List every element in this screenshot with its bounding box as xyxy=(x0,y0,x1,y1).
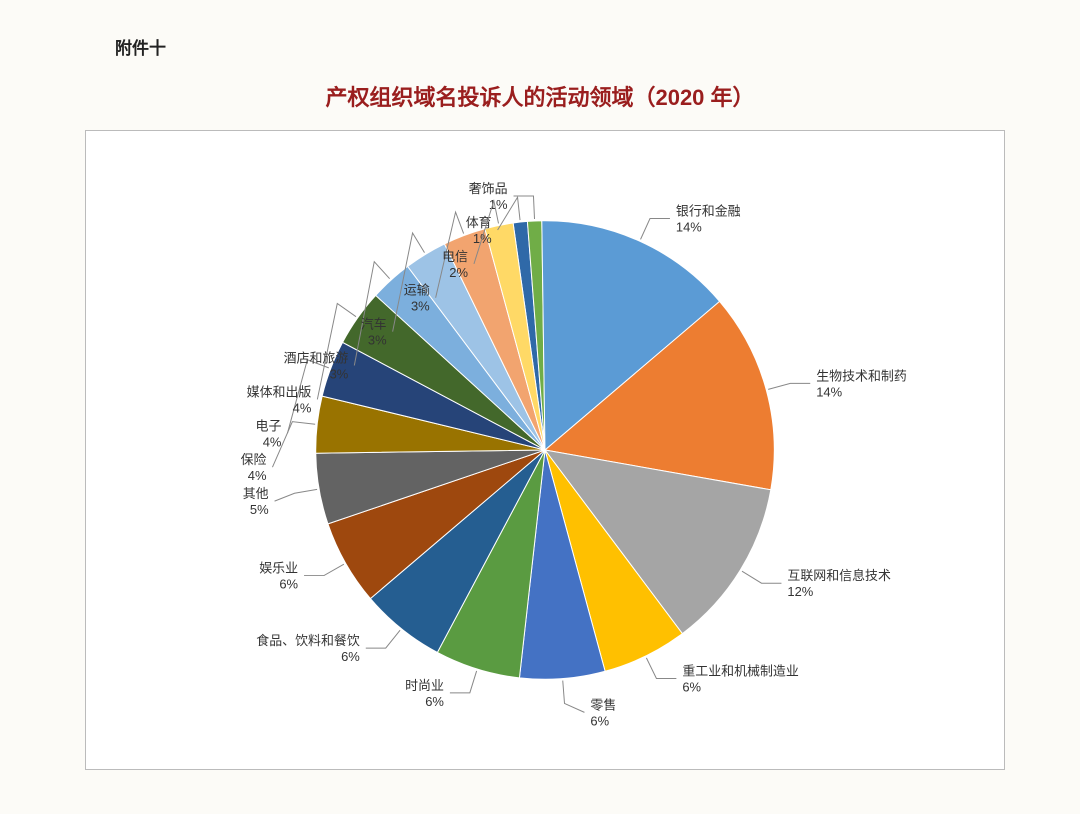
slice-label-text: 时尚业 xyxy=(405,678,444,693)
slice-pct-text: 6% xyxy=(279,577,298,592)
pie-label: 时尚业6% xyxy=(405,671,477,709)
slice-pct-text: 4% xyxy=(248,468,267,483)
leader-line xyxy=(304,564,344,575)
leader-line xyxy=(275,489,318,501)
slice-label-text: 零售 xyxy=(590,697,616,712)
pie-chart-svg: 体育1%奢饰品1%银行和金融14%生物技术和制药14%互联网和信息技术12%重工… xyxy=(86,131,1004,769)
pie-label: 重工业和机械制造业6% xyxy=(646,658,798,695)
slice-label-text: 运输 xyxy=(404,283,430,298)
slice-label-text: 娱乐业 xyxy=(259,561,298,576)
slice-pct-text: 14% xyxy=(676,219,702,234)
slice-pct-text: 4% xyxy=(263,434,282,449)
slice-pct-text: 14% xyxy=(816,384,842,399)
leader-line xyxy=(646,658,676,679)
pie-label: 奢饰品1% xyxy=(469,181,535,219)
chart-title: 产权组织域名投诉人的活动领域（2020 年） xyxy=(0,80,1080,112)
slice-label-text: 食品、饮料和餐饮 xyxy=(256,633,360,648)
slice-label-text: 酒店和旅游 xyxy=(284,351,349,366)
pie-label: 银行和金融14% xyxy=(641,204,741,240)
slice-pct-text: 6% xyxy=(341,649,360,664)
slice-pct-text: 4% xyxy=(293,400,312,415)
slice-pct-text: 3% xyxy=(411,299,430,314)
slice-pct-text: 3% xyxy=(368,333,387,348)
leader-line xyxy=(641,219,670,240)
slice-label-text: 汽车 xyxy=(361,317,387,332)
leader-line xyxy=(450,671,477,693)
slice-label-text: 奢饰品 xyxy=(469,181,508,196)
slice-label-text: 电子 xyxy=(256,418,282,433)
slice-label-text: 保险 xyxy=(241,452,267,467)
slice-pct-text: 6% xyxy=(590,713,609,728)
leader-line xyxy=(563,681,585,713)
slice-pct-text: 1% xyxy=(489,197,508,212)
slice-label-text: 电信 xyxy=(442,249,468,264)
slice-label-text: 其他 xyxy=(243,486,269,501)
leader-line xyxy=(366,630,400,648)
slice-label-text: 媒体和出版 xyxy=(247,384,312,399)
slice-label-text: 互联网和信息技术 xyxy=(787,568,891,583)
slice-pct-text: 12% xyxy=(787,584,813,599)
slice-label-text: 生物技术和制药 xyxy=(816,368,907,383)
slice-pct-text: 2% xyxy=(449,265,468,280)
pie-chart-container: 体育1%奢饰品1%银行和金融14%生物技术和制药14%互联网和信息技术12%重工… xyxy=(85,130,1005,770)
leader-line xyxy=(742,571,781,583)
attachment-label: 附件十 xyxy=(115,34,166,59)
leader-line xyxy=(768,383,810,389)
slice-pct-text: 6% xyxy=(682,679,701,694)
slice-pct-text: 6% xyxy=(425,694,444,709)
pie-label: 娱乐业6% xyxy=(259,561,344,592)
slice-pct-text: 3% xyxy=(330,366,349,381)
pie-label: 食品、饮料和餐饮6% xyxy=(256,630,400,664)
slice-pct-text: 5% xyxy=(250,502,269,517)
slice-label-text: 重工业和机械制造业 xyxy=(682,663,799,678)
pie-label: 互联网和信息技术12% xyxy=(742,568,891,599)
pie-label: 生物技术和制药14% xyxy=(768,368,907,399)
pie-slices-group xyxy=(316,221,775,680)
pie-label: 其他5% xyxy=(243,486,317,517)
slice-label-text: 体育 xyxy=(466,215,492,230)
pie-label: 零售6% xyxy=(563,681,617,729)
slice-label-text: 银行和金融 xyxy=(676,204,741,219)
